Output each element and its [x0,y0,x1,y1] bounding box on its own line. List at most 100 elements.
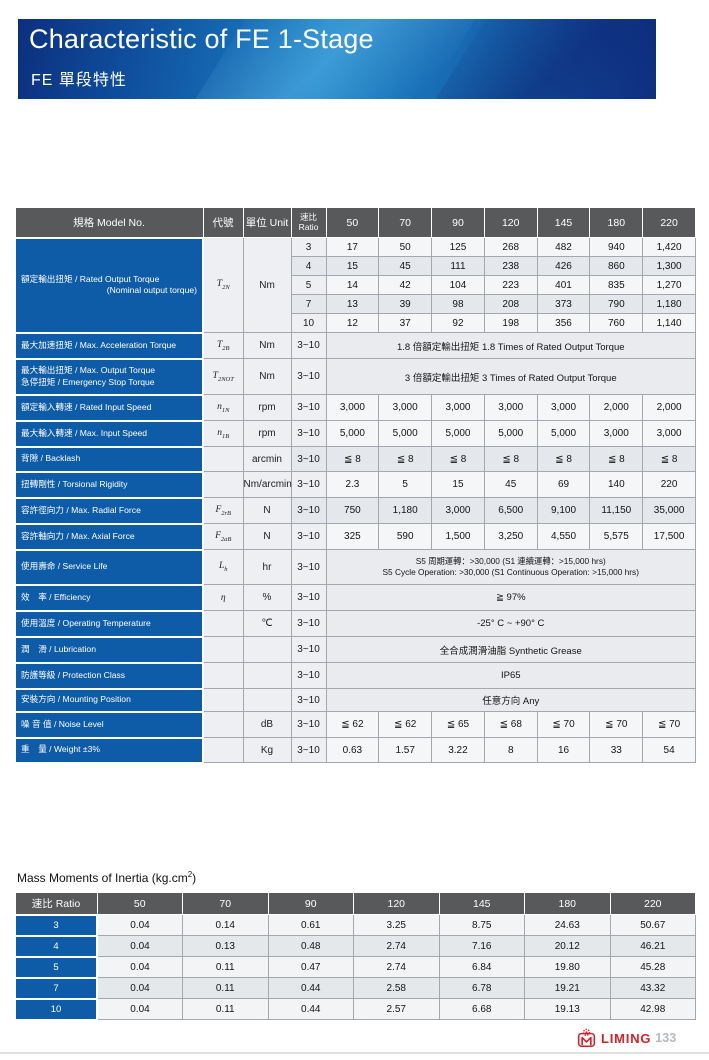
row-label-line2: 急停扭矩 / Emergency Stop Torque [21,376,155,387]
ratio-cell: 3~10 [290,711,327,738]
value-cell: 2.3 [325,471,380,498]
row-label-radial-force: 容許徑向力 / Max. Radial Force [14,496,204,525]
ratio-cell: 3 [290,237,327,257]
value-cell: 5,000 [325,420,380,447]
value-cell: 2,000 [642,394,696,421]
value-cell: 1,180 [642,294,696,314]
value-cell: ≦ 8 [589,446,644,472]
unit-cell: Nm [242,332,292,359]
table-row-inertia-5: 5 0.04 0.11 0.47 2.74 6.84 19.80 45.28 [14,955,696,979]
value-cell: 198 [483,313,538,333]
table-row-inertia-10: 10 0.04 0.11 0.44 2.57 6.68 19.13 42.98 [14,997,696,1021]
value-cell: 5,575 [589,523,644,550]
liming-gear-m-icon [577,1028,596,1048]
table-row-operating-temperature: 使用溫度 / Operating Temperature ℃ 3~10 -25°… [14,609,696,638]
value-cell: 760 [589,313,644,333]
value-cell: 111 [431,256,485,276]
inertia-col-ratio: 速比 Ratio [14,892,98,915]
value-cell: 3,000 [431,497,485,524]
symbol-cell [202,737,244,763]
symbol-cell [202,471,244,498]
value-cell: 0.61 [267,914,354,936]
symbol-cell: T2N [202,237,244,333]
value-cell: 17 [325,237,380,257]
ratio-cell: 3~10 [290,446,327,472]
value-cell: 0.63 [325,737,380,763]
value-cell: 11,150 [589,497,644,524]
brand-logo: LIMING 133 [576,1028,676,1048]
service-life-line2: S5 Cycle Operation: >30,000 (S1 Continuo… [382,567,639,577]
value-cell: 220 [642,471,696,498]
col-header-180: 180 [589,207,644,238]
symbol-subscript: 2N [222,283,230,291]
row-label-axial-force: 容許軸向力 / Max. Axial Force [14,522,204,551]
value-cell: 45 [378,256,433,276]
ratio-cell: 3~10 [290,688,327,712]
value-cell: 223 [483,275,538,295]
value-cell: 46.21 [609,935,696,957]
col-header-unit: 單位 Unit [242,207,292,238]
merged-value-cell: 3 倍額定輸出扭矩 3 Times of Rated Output Torque [325,358,696,395]
value-cell: 7.16 [438,935,525,957]
value-cell: ≦ 70 [589,711,644,738]
value-cell: 373 [536,294,591,314]
ratio-cell: 3~10 [290,394,327,421]
merged-value-cell: 1.8 倍額定輸出扭矩 1.8 Times of Rated Output To… [325,332,696,359]
symbol-cell: F2rB [202,497,244,524]
table-row-rated-input-speed: 額定輸入轉速 / Rated Input Speed n1N rpm 3~10 … [14,393,696,422]
row-label-rated-output-torque: 額定輸出扭矩 / Rated Output Torque (Nominal ou… [14,236,204,334]
inertia-header-row: 速比 Ratio 50 70 90 120 145 180 220 [14,892,696,915]
unit-cell: Nm/arcmin [242,471,292,498]
ratio-cell: 10 [290,313,327,333]
symbol-cell [202,711,244,738]
service-life-line1: S5 周期運轉：>30,000 (S1 連續運轉：>15,000 hrs) [415,555,606,566]
value-cell: 0.04 [96,977,183,999]
value-cell: 6.78 [438,977,525,999]
col-header-90: 90 [431,207,485,238]
inertia-section: Mass Moments of Inertia (kg.cm2) 速比 Rati… [14,870,696,1021]
table-row-inertia-3: 3 0.04 0.14 0.61 3.25 8.75 24.63 50.67 [14,913,696,937]
value-cell: 12 [325,313,380,333]
brand-name: LIMING [601,1030,652,1046]
unit-cell: % [242,584,292,611]
inertia-col-220: 220 [609,892,696,915]
page-subtitle: FE 單段特性 [31,72,127,89]
value-cell: 5,000 [483,420,538,447]
ratio-cell: 4 [290,256,327,276]
value-cell: 5,000 [431,420,485,447]
value-cell: 790 [589,294,644,314]
value-cell: ≦ 8 [483,446,538,472]
inertia-title-sup: 2 [187,870,193,879]
value-cell: 37 [378,313,433,333]
col-header-ratio: 速比 Ratio [290,207,327,238]
value-cell: 238 [483,256,538,276]
symbol-subscript: 1N [221,406,230,414]
value-cell: 8 [483,737,538,763]
symbol-cell: η [202,584,244,611]
value-cell: 482 [536,237,591,257]
value-cell: 19.80 [524,956,611,978]
inertia-col-50: 50 [96,892,183,915]
col-header-symbol: 代號 [202,207,244,238]
value-cell: 43.32 [609,977,696,999]
col-header-50: 50 [325,207,380,238]
value-cell: 24.63 [524,914,611,936]
symbol-subscript: 2B [222,344,230,352]
symbol-base: n [217,401,222,412]
ratio-cell: 3~10 [290,610,327,637]
value-cell: 1,300 [642,256,696,276]
symbol-cell [202,636,244,663]
value-cell: 1,180 [378,497,433,524]
merged-value-cell: ≧ 97% [325,584,696,611]
row-label-backlash: 背隙 / Backlash [14,445,204,473]
unit-cell: rpm [242,394,292,421]
inertia-table: 速比 Ratio 50 70 90 120 145 180 220 3 0.04… [14,892,696,1021]
row-label-efficiency: 效 率 / Efficiency [14,583,204,612]
value-cell: ≦ 62 [325,711,380,738]
value-cell: ≦ 8 [536,446,591,472]
value-cell: 8.75 [438,914,525,936]
symbol-subscript: 1B [222,432,230,440]
page-number: 133 [655,1031,677,1045]
value-cell: 1,420 [642,237,696,257]
ratio-cell: 3~10 [290,584,327,611]
